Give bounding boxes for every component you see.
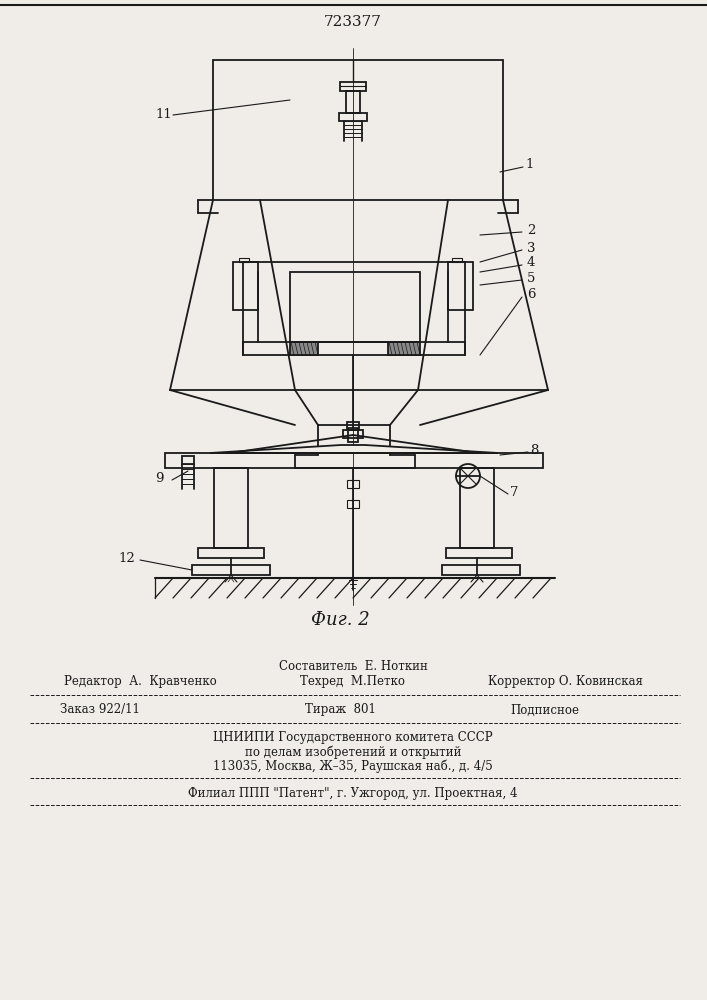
Text: Редактор  А.  Кравченко: Редактор А. Кравченко	[64, 676, 216, 688]
Bar	[182, 456, 194, 464]
Text: Техред  М.Петко: Техред М.Петко	[300, 676, 406, 688]
Text: Заказ 922/11: Заказ 922/11	[60, 704, 140, 716]
Bar	[233, 262, 258, 310]
Bar	[213, 60, 503, 200]
Text: Тираж  801: Тираж 801	[305, 704, 375, 716]
Text: Составитель  Е. Ноткин: Составитель Е. Ноткин	[279, 660, 428, 672]
Text: по делам изобретений и открытий: по делам изобретений и открытий	[245, 745, 461, 759]
Text: 11: 11	[155, 108, 172, 121]
Bar	[448, 262, 473, 310]
Bar	[165, 453, 543, 468]
Bar	[452, 258, 462, 262]
Text: ЦНИИПИ Государственного комитета СССР: ЦНИИПИ Государственного комитета СССР	[214, 732, 493, 744]
Bar	[348, 428, 358, 442]
Bar	[343, 430, 363, 438]
Bar	[290, 272, 420, 342]
Text: 113035, Москва, Ж–35, Раушская наб., д. 4/5: 113035, Москва, Ж–35, Раушская наб., д. …	[213, 759, 493, 773]
Text: Подписное: Подписное	[510, 704, 580, 716]
Polygon shape	[210, 445, 498, 453]
Bar	[460, 468, 494, 548]
Bar	[446, 548, 512, 558]
Bar	[347, 422, 359, 430]
Bar	[239, 258, 249, 262]
Text: Корректор О. Ковинская: Корректор О. Ковинская	[488, 676, 643, 688]
Bar	[388, 342, 420, 355]
Text: 7: 7	[510, 486, 518, 498]
Text: 9: 9	[155, 472, 163, 485]
Text: 723377: 723377	[324, 15, 382, 29]
Text: Фиг. 2: Фиг. 2	[310, 611, 369, 629]
Bar	[214, 468, 248, 548]
Text: 3: 3	[527, 241, 535, 254]
Text: 8: 8	[530, 444, 538, 456]
Text: 12: 12	[118, 552, 135, 564]
Bar	[340, 82, 366, 91]
Bar	[442, 565, 520, 575]
Bar	[346, 91, 360, 113]
Text: Филиал ППП "Патент", г. Ужгород, ул. Проектная, 4: Филиал ППП "Патент", г. Ужгород, ул. Про…	[188, 786, 518, 800]
Text: 4: 4	[527, 256, 535, 269]
Bar	[192, 565, 270, 575]
Text: 5: 5	[527, 271, 535, 284]
Text: 2: 2	[527, 224, 535, 236]
Bar	[198, 548, 264, 558]
Bar	[290, 342, 318, 355]
Bar	[339, 113, 367, 121]
Bar	[347, 500, 359, 508]
Text: 1: 1	[525, 158, 533, 172]
Text: 6: 6	[527, 288, 535, 302]
Bar	[347, 480, 359, 488]
